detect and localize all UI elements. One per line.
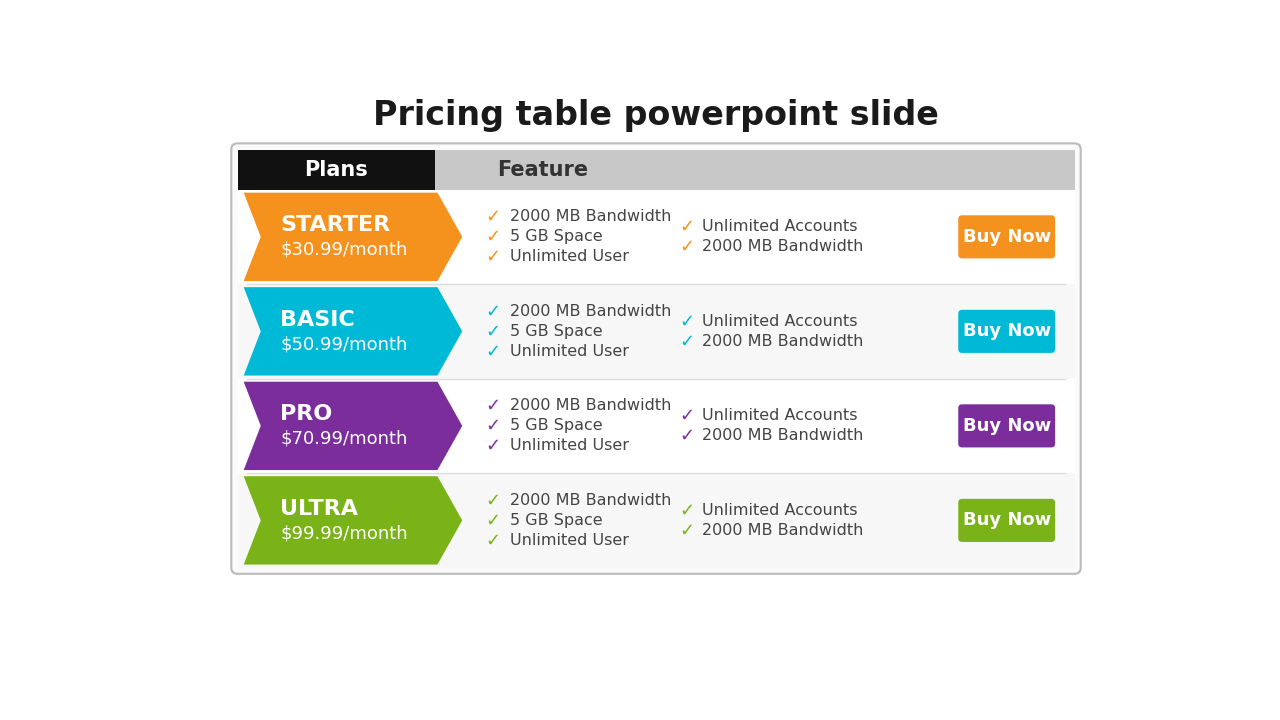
Text: 2000 MB Bandwidth: 2000 MB Bandwidth	[703, 239, 864, 254]
Text: 2000 MB Bandwidth: 2000 MB Bandwidth	[703, 523, 864, 538]
Text: 5 GB Space: 5 GB Space	[511, 324, 603, 339]
FancyBboxPatch shape	[238, 473, 1074, 567]
Text: Plans: Plans	[305, 160, 369, 179]
Text: Buy Now: Buy Now	[963, 511, 1051, 529]
Text: 5 GB Space: 5 GB Space	[511, 230, 603, 244]
Polygon shape	[243, 193, 462, 281]
FancyBboxPatch shape	[238, 284, 1074, 379]
Text: ✓: ✓	[680, 501, 695, 519]
FancyBboxPatch shape	[435, 150, 1074, 189]
Text: 5 GB Space: 5 GB Space	[511, 418, 603, 433]
FancyBboxPatch shape	[959, 499, 1055, 542]
Text: $70.99/month: $70.99/month	[280, 430, 407, 448]
FancyBboxPatch shape	[959, 215, 1055, 258]
Text: Pricing table powerpoint slide: Pricing table powerpoint slide	[372, 99, 940, 132]
Polygon shape	[243, 287, 462, 376]
Text: ✓: ✓	[485, 397, 500, 415]
Text: BASIC: BASIC	[280, 310, 355, 330]
FancyBboxPatch shape	[238, 150, 435, 189]
Text: ULTRA: ULTRA	[280, 499, 358, 519]
Text: Unlimited User: Unlimited User	[511, 249, 630, 264]
FancyBboxPatch shape	[238, 189, 1074, 284]
Text: ✓: ✓	[680, 333, 695, 351]
Text: ✓: ✓	[680, 427, 695, 445]
Text: 2000 MB Bandwidth: 2000 MB Bandwidth	[511, 398, 672, 413]
Text: Buy Now: Buy Now	[963, 417, 1051, 435]
Text: Buy Now: Buy Now	[963, 228, 1051, 246]
Text: 5 GB Space: 5 GB Space	[511, 513, 603, 528]
FancyBboxPatch shape	[959, 310, 1055, 353]
Text: 2000 MB Bandwidth: 2000 MB Bandwidth	[511, 493, 672, 508]
Text: $30.99/month: $30.99/month	[280, 241, 407, 259]
Text: Feature: Feature	[497, 160, 589, 179]
Text: ✓: ✓	[485, 531, 500, 549]
Text: ✓: ✓	[485, 491, 500, 509]
Text: 2000 MB Bandwidth: 2000 MB Bandwidth	[511, 304, 672, 319]
Text: ✓: ✓	[485, 437, 500, 455]
Text: PRO: PRO	[280, 405, 333, 424]
FancyBboxPatch shape	[232, 143, 1080, 574]
Text: Buy Now: Buy Now	[963, 323, 1051, 341]
Text: Unlimited Accounts: Unlimited Accounts	[703, 503, 858, 518]
Text: ✓: ✓	[485, 228, 500, 246]
Text: Unlimited User: Unlimited User	[511, 438, 630, 454]
Text: Unlimited Accounts: Unlimited Accounts	[703, 314, 858, 329]
Text: $99.99/month: $99.99/month	[280, 524, 408, 542]
Text: ✓: ✓	[680, 238, 695, 256]
FancyBboxPatch shape	[959, 405, 1055, 447]
Text: Unlimited Accounts: Unlimited Accounts	[703, 220, 858, 234]
Text: Unlimited Accounts: Unlimited Accounts	[703, 408, 858, 423]
Text: ✓: ✓	[680, 521, 695, 539]
Text: ✓: ✓	[485, 343, 500, 361]
FancyBboxPatch shape	[238, 379, 1074, 473]
Text: STARTER: STARTER	[280, 215, 390, 235]
Text: ✓: ✓	[485, 323, 500, 341]
Text: ✓: ✓	[485, 511, 500, 529]
Text: ✓: ✓	[485, 208, 500, 226]
Text: 2000 MB Bandwidth: 2000 MB Bandwidth	[511, 210, 672, 225]
Text: ✓: ✓	[485, 417, 500, 435]
Text: ✓: ✓	[680, 312, 695, 330]
Text: Unlimited User: Unlimited User	[511, 533, 630, 548]
Text: ✓: ✓	[485, 302, 500, 320]
Text: $50.99/month: $50.99/month	[280, 336, 407, 354]
Polygon shape	[243, 382, 462, 470]
Text: ✓: ✓	[680, 407, 695, 425]
Text: 2000 MB Bandwidth: 2000 MB Bandwidth	[703, 428, 864, 444]
Text: ✓: ✓	[485, 248, 500, 266]
Text: Unlimited User: Unlimited User	[511, 344, 630, 359]
Text: 2000 MB Bandwidth: 2000 MB Bandwidth	[703, 334, 864, 349]
Polygon shape	[243, 476, 462, 564]
Text: ✓: ✓	[680, 218, 695, 236]
